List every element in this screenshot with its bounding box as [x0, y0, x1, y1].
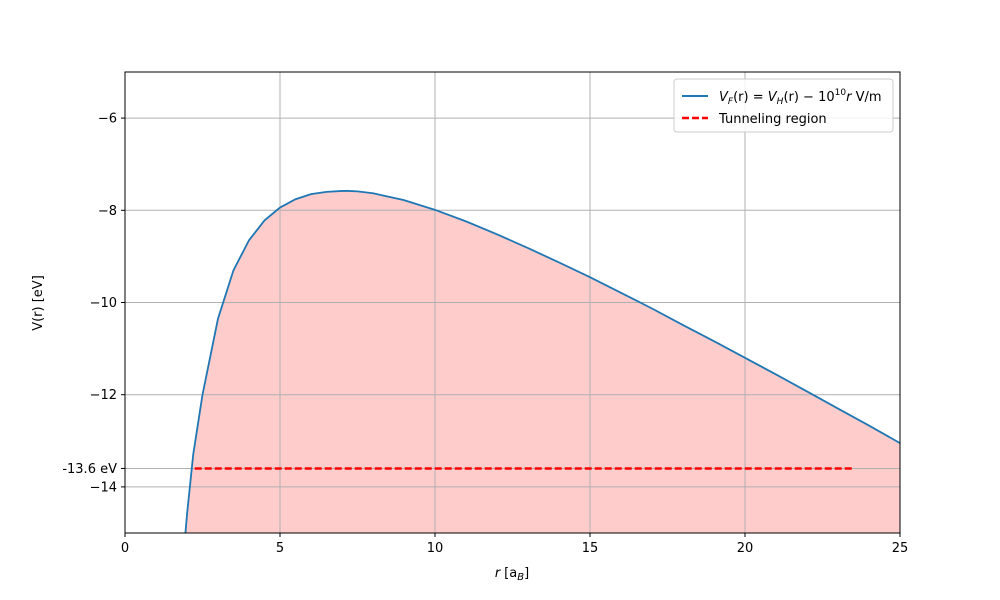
y-tick-label: −12: [90, 388, 117, 403]
series-layer: [184, 190, 901, 534]
y-tick-label: −10: [90, 296, 117, 311]
x-tick-label: 15: [582, 541, 599, 556]
y-tick-label: -13.6 eV: [62, 462, 117, 477]
legend: VF(r) = VH(r) − 1010r V/m Tunneling regi…: [673, 78, 894, 133]
x-tick-label: 10: [427, 541, 444, 556]
legend-label-series-1: VF(r) = VH(r) − 1010r V/m: [719, 88, 882, 107]
area-fill: [185, 190, 900, 534]
y-axis-label: V(r) [eV]: [31, 275, 46, 331]
legend-label-series-2: Tunneling region: [718, 112, 827, 127]
x-tick-label: 5: [276, 541, 284, 556]
x-tick-label: 0: [121, 541, 129, 556]
y-tick-label: −8: [98, 204, 117, 219]
tick-layer: 0 5 10 15 20 25 −6 −8 −10 −12 −14 -13.6 eV: [62, 112, 908, 556]
legend-box: [673, 78, 894, 133]
x-axis-label: r [aB]: [495, 566, 529, 583]
y-tick-label: −14: [90, 480, 117, 495]
potential-curve: [184, 190, 901, 534]
fill-layer: [185, 190, 900, 534]
x-tick-label: 25: [892, 541, 909, 556]
x-tick-label: 20: [737, 541, 754, 556]
y-tick-label: −6: [98, 112, 117, 127]
